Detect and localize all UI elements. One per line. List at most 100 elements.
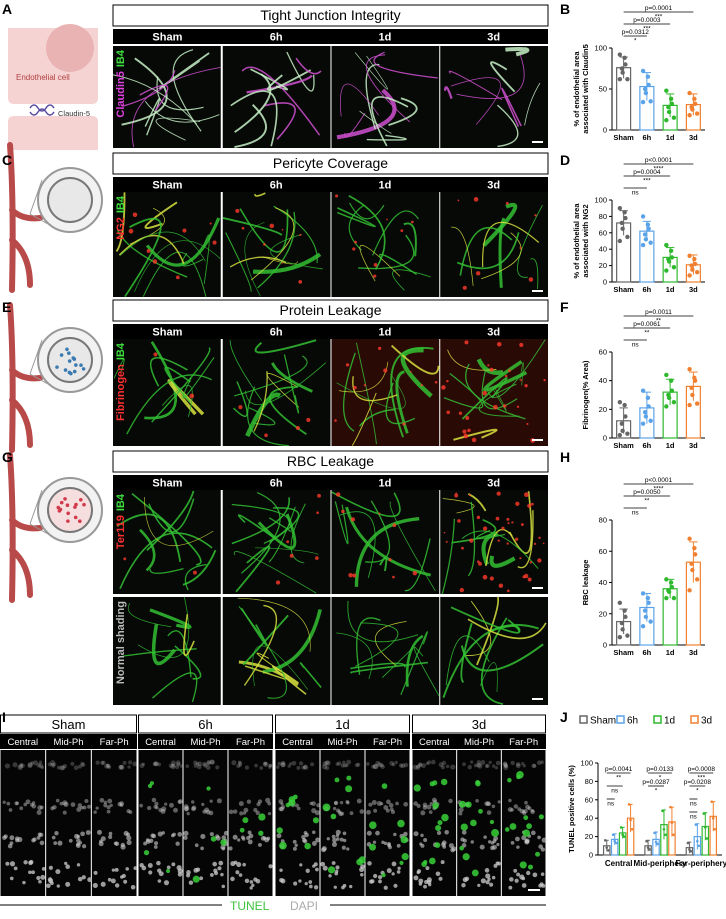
- tunel-dot: [428, 857, 436, 865]
- nucleus-dot: [56, 884, 60, 888]
- data-point: [687, 273, 692, 278]
- nucleus-dot: [28, 870, 32, 875]
- micrograph-vessel: [262, 609, 322, 674]
- micrograph-vessel: [400, 347, 433, 398]
- micrograph-signal: [334, 419, 337, 422]
- retina-image: [46, 750, 91, 896]
- nucleus-dot: [166, 865, 171, 870]
- nucleus-dot: [17, 837, 23, 843]
- y-tick-label: 80: [585, 777, 593, 786]
- tunel-dot: [535, 851, 541, 857]
- nucleus-dot: [420, 833, 424, 838]
- nucleus-dot: [332, 806, 337, 811]
- row-title: Protein Leakage: [280, 302, 382, 318]
- nucleus-dot: [517, 807, 522, 811]
- nucleus-dot: [426, 804, 432, 810]
- nucleus-dot: [168, 763, 174, 768]
- nucleus-dot: [209, 759, 215, 765]
- data-point: [694, 823, 698, 826]
- nucleus-dot: [464, 876, 470, 882]
- nucleus-dot: [87, 877, 93, 883]
- nucleus-dot: [321, 764, 328, 770]
- nucleus-dot: [335, 865, 340, 870]
- tunel-dot: [192, 875, 200, 883]
- nucleus-dot: [65, 864, 70, 870]
- nucleus-dot: [157, 831, 163, 837]
- region-label: Far-Ph: [236, 737, 265, 748]
- data-point: [646, 226, 651, 231]
- micrograph-vessel: [257, 211, 296, 289]
- nucleus-dot: [492, 844, 497, 850]
- nucleus-dot: [334, 801, 338, 805]
- micrograph-signal: [464, 340, 469, 345]
- data-point: [668, 378, 674, 383]
- nucleus-dot: [111, 868, 116, 872]
- micrograph-signal: [412, 570, 418, 576]
- micrograph-vessel: [121, 57, 168, 126]
- nucleus-dot: [139, 803, 143, 808]
- data-point: [622, 210, 627, 215]
- data-point: [669, 255, 675, 260]
- nucleus-dot: [12, 762, 18, 768]
- nucleus-dot: [346, 847, 350, 851]
- micrograph-signal: [317, 493, 321, 498]
- nucleus-dot: [179, 764, 183, 768]
- nucleus-dot: [119, 801, 125, 806]
- data-point: [646, 82, 651, 88]
- nucleus-dot: [310, 762, 315, 767]
- nucleus-dot: [377, 875, 383, 880]
- data-point: [664, 242, 669, 248]
- nucleus-dot: [200, 833, 206, 840]
- micrograph-vessel: [243, 604, 278, 686]
- micrograph-signal: [348, 573, 353, 578]
- timepoint-bar: [113, 29, 548, 44]
- nucleus-dot: [126, 809, 131, 814]
- y-tick-label: 40: [599, 245, 607, 254]
- nucleus-dot: [356, 798, 362, 804]
- x-tick-label: Sham: [613, 441, 634, 450]
- nucleus-dot: [302, 764, 308, 770]
- x-tick-label: Sham: [613, 133, 634, 142]
- micrograph-signal: [434, 380, 438, 384]
- nucleus-dot: [502, 761, 508, 767]
- data-point: [687, 402, 692, 408]
- nucleus-dot: [215, 765, 220, 770]
- micrograph-signal: [537, 558, 542, 563]
- nucleus-dot: [40, 805, 44, 810]
- nucleus-dot: [106, 809, 111, 814]
- significance-stars: ns: [607, 801, 615, 808]
- nucleus-dot: [184, 805, 190, 811]
- cell-dot: [67, 351, 71, 356]
- y-tick-label: 100: [580, 759, 593, 768]
- nucleus-dot: [265, 797, 271, 803]
- timepoint-label: Sham: [152, 32, 182, 44]
- tunel-dot: [478, 808, 483, 814]
- nucleus-dot: [242, 862, 246, 867]
- micrograph-vessel: [113, 358, 125, 379]
- micrograph-vessel: [244, 222, 265, 297]
- timepoint-bar: [113, 177, 548, 192]
- nucleus-dot: [193, 760, 198, 765]
- tunel-dot: [279, 841, 287, 850]
- tunel-dot: [413, 784, 421, 792]
- nucleus-dot: [188, 880, 194, 885]
- significance-stars: *: [634, 38, 637, 45]
- micrograph-vessel: [225, 232, 252, 293]
- data-point: [689, 561, 694, 566]
- nucleus-dot: [489, 882, 494, 887]
- nucleus-dot: [157, 762, 162, 767]
- nucleus-dot: [126, 835, 132, 841]
- data-point: [623, 414, 628, 419]
- nucleus-dot: [497, 800, 501, 804]
- nucleus-dot: [510, 808, 514, 812]
- nucleus-dot: [185, 764, 190, 768]
- micrograph-signal: [354, 240, 357, 244]
- legend-label: 6h: [627, 716, 638, 727]
- p-value: p<0.0001: [645, 477, 673, 484]
- micrograph-vessel: [381, 647, 414, 678]
- y-tick-label: 80: [599, 212, 607, 221]
- micrograph-vessel: [359, 408, 395, 427]
- nucleus-dot: [93, 870, 98, 875]
- nucleus-dot: [113, 841, 118, 846]
- timepoint-label: 3d: [487, 180, 500, 192]
